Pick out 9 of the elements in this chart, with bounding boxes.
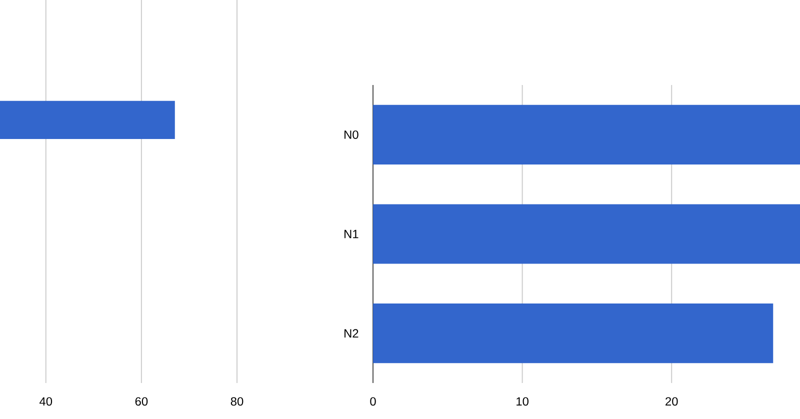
y-tick-label: N2 [344, 329, 358, 338]
x-tick-label: 20 [666, 397, 678, 406]
x-tick-label: 0 [370, 397, 376, 406]
x-tick-label: 60 [135, 397, 148, 406]
x-tick-label: 40 [40, 397, 52, 406]
x-tick-label: 80 [230, 397, 244, 406]
y-tick-label: N1 [344, 230, 358, 238]
x-tick-label: 10 [516, 397, 528, 406]
y-tick-label: N0 [344, 130, 358, 139]
